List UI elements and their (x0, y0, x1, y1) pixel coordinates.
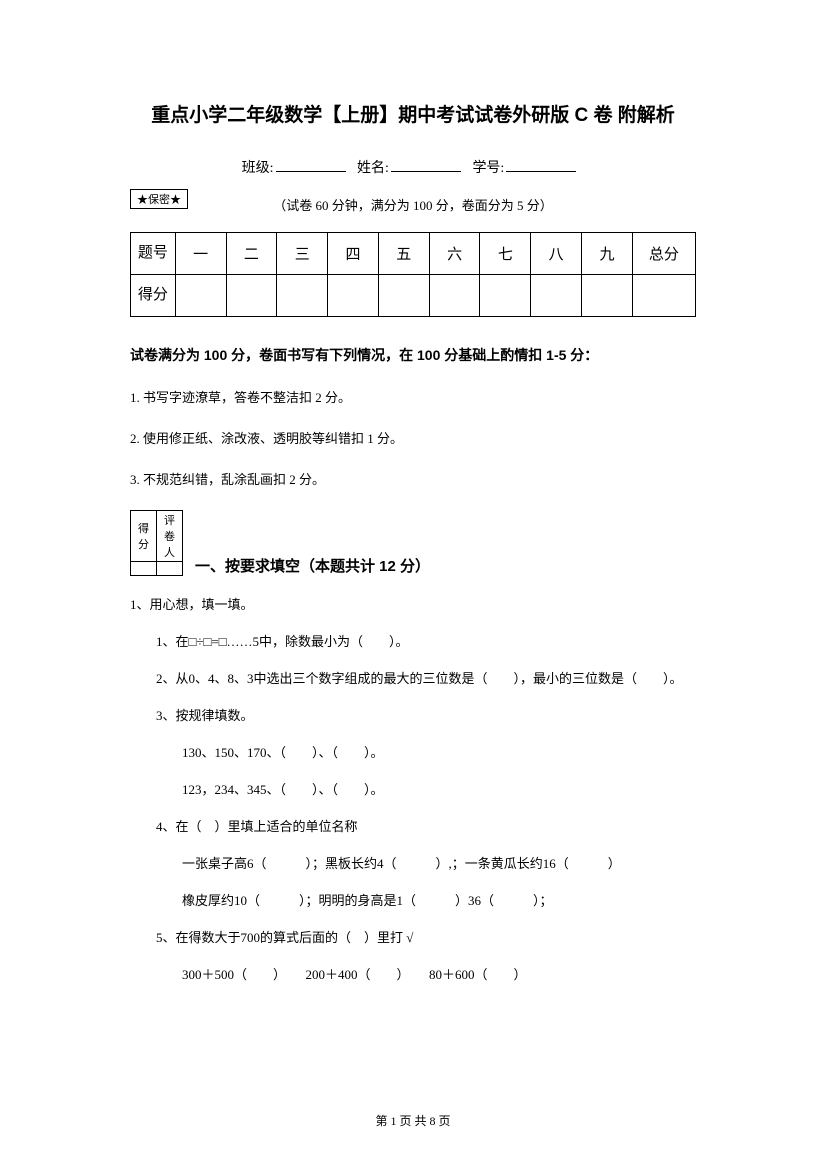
rule-2: 2. 使用修正纸、涂改液、透明胶等纠错扣 1 分。 (130, 428, 696, 447)
col-5: 五 (378, 233, 429, 275)
row-label-score: 得分 (131, 275, 176, 317)
page-footer: 第 1 页 共 8 页 (0, 1112, 826, 1129)
marker-table: 得分 评卷人 (130, 510, 183, 576)
col-7: 七 (480, 233, 531, 275)
score-cell[interactable] (277, 275, 328, 317)
class-blank[interactable] (276, 171, 346, 172)
class-label: 班级: (242, 161, 274, 176)
rule-1: 1. 书写字迹潦草，答卷不整洁扣 2 分。 (130, 387, 696, 406)
col-total: 总分 (632, 233, 695, 275)
question-1-2: 2、从0、4、8、3中选出三个数字组成的最大的三位数是（ ），最小的三位数是（ … (156, 668, 696, 687)
name-label: 姓名: (357, 161, 389, 176)
id-blank[interactable] (506, 171, 576, 172)
question-1-3a: 130、150、170、（ ）、（ ）。 (182, 742, 696, 761)
score-cell[interactable] (328, 275, 379, 317)
score-cell[interactable] (429, 275, 480, 317)
student-info-line: 班级: 姓名: 学号: (130, 157, 696, 177)
marker-reviewer-label: 评卷人 (157, 511, 183, 562)
score-table-header-row: 题号 一 二 三 四 五 六 七 八 九 总分 (131, 233, 696, 275)
exam-title: 重点小学二年级数学【上册】期中考试试卷外研版 C 卷 附解析 (130, 100, 696, 127)
question-1-4b: 橡皮厚约10（ ）；明明的身高是1（ ）36（ ）； (182, 890, 696, 909)
col-9: 九 (582, 233, 633, 275)
score-cell[interactable] (175, 275, 226, 317)
question-1-5: 5、在得数大于700的算式后面的（ ）里打 √ (156, 927, 696, 946)
name-blank[interactable] (391, 171, 461, 172)
question-1-3: 3、按规律填数。 (156, 705, 696, 724)
question-1: 1、用心想，填一填。 (130, 594, 696, 613)
row-label-qnum: 题号 (131, 233, 176, 275)
question-1-4a: 一张桌子高6（ ）；黑板长约4（ ）,；一条黄瓜长约16（ ） (182, 853, 696, 872)
score-table: 题号 一 二 三 四 五 六 七 八 九 总分 得分 (130, 232, 696, 317)
score-cell[interactable] (582, 275, 633, 317)
score-cell[interactable] (378, 275, 429, 317)
id-label: 学号: (472, 161, 504, 176)
instruction-bold: 试卷满分为 100 分，卷面书写有下列情况，在 100 分基础上酌情扣 1-5 … (130, 345, 696, 365)
question-1-1: 1、在□÷□=□……5中，除数最小为（ ）。 (156, 631, 696, 650)
exam-info: （试卷 60 分钟，满分为 100 分，卷面分为 5 分） (130, 195, 696, 214)
section-1-heading: 一、按要求填空（本题共计 12 分） (195, 555, 430, 576)
score-cell[interactable] (531, 275, 582, 317)
col-3: 三 (277, 233, 328, 275)
marker-reviewer-cell[interactable] (157, 562, 183, 576)
col-4: 四 (328, 233, 379, 275)
score-cell[interactable] (226, 275, 277, 317)
col-2: 二 (226, 233, 277, 275)
marker-score-cell[interactable] (131, 562, 157, 576)
col-8: 八 (531, 233, 582, 275)
marker-score-label: 得分 (131, 511, 157, 562)
score-cell[interactable] (480, 275, 531, 317)
score-cell[interactable] (632, 275, 695, 317)
question-1-3b: 123，234、345、（ ）、（ ）。 (182, 779, 696, 798)
col-6: 六 (429, 233, 480, 275)
question-1-4: 4、在（ ）里填上适合的单位名称 (156, 816, 696, 835)
score-table-score-row: 得分 (131, 275, 696, 317)
rule-3: 3. 不规范纠错，乱涂乱画扣 2 分。 (130, 469, 696, 488)
col-1: 一 (175, 233, 226, 275)
secret-badge: ★保密★ (130, 189, 188, 209)
question-1-5a: 300＋500（ ） 200＋400（ ） 80＋600（ ） (182, 964, 696, 983)
section-1-header: 得分 评卷人 一、按要求填空（本题共计 12 分） (130, 510, 696, 576)
